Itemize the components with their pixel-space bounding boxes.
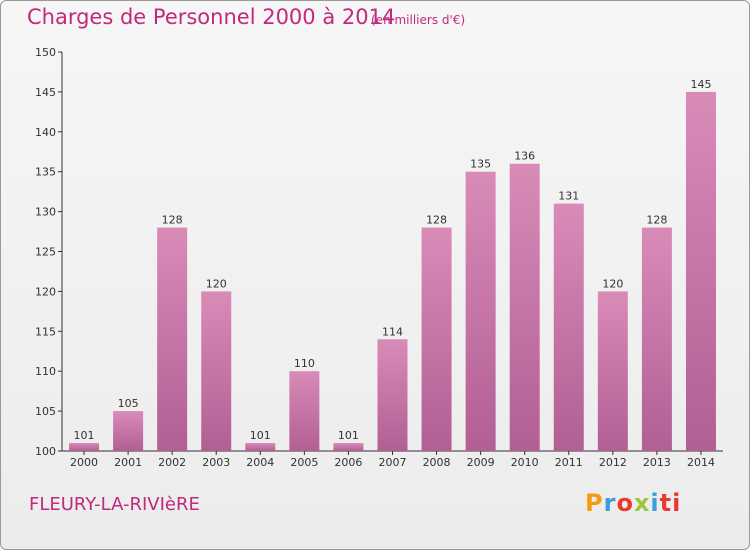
y-tick-label: 145 <box>35 86 56 99</box>
data-label: 101 <box>74 429 95 442</box>
logo-letter: i <box>650 489 660 517</box>
x-tick-label: 2003 <box>202 456 230 469</box>
data-label: 128 <box>162 214 183 227</box>
x-tick-label: 2006 <box>334 456 362 469</box>
y-tick-label: 140 <box>35 126 56 139</box>
bar <box>377 339 408 451</box>
logo-letter: r <box>603 489 617 517</box>
chart-subtitle: (en milliers d'€) <box>371 13 466 27</box>
bar <box>69 443 100 451</box>
data-label: 114 <box>382 325 403 338</box>
data-label: 131 <box>558 190 579 203</box>
data-label: 145 <box>690 78 711 91</box>
x-tick-label: 2013 <box>643 456 671 469</box>
x-tick-label: 2000 <box>70 456 98 469</box>
data-label: 105 <box>118 397 139 410</box>
x-tick-label: 2008 <box>423 456 451 469</box>
y-tick-label: 125 <box>35 246 56 259</box>
bar <box>201 291 232 451</box>
data-label: 128 <box>426 214 447 227</box>
y-tick-label: 100 <box>35 445 56 458</box>
x-tick-label: 2005 <box>290 456 318 469</box>
y-tick-label: 130 <box>35 206 56 219</box>
data-label: 110 <box>294 357 315 370</box>
bar <box>289 371 320 451</box>
x-tick-label: 2012 <box>599 456 627 469</box>
y-tick-label: 110 <box>35 365 56 378</box>
logo-letter: P <box>585 489 604 517</box>
y-tick-label: 150 <box>35 46 56 59</box>
bar <box>333 443 364 451</box>
x-tick-label: 2011 <box>555 456 583 469</box>
y-tick-label: 115 <box>35 325 56 338</box>
bar-chart: 100 105 110 115 120 125 130 135 140 145 150 2000 101… <box>35 46 723 469</box>
bar <box>157 227 188 451</box>
bar <box>509 163 540 451</box>
y-tick-label: 120 <box>35 285 56 298</box>
x-tick-label: 2009 <box>467 456 495 469</box>
x-tick-label: 2007 <box>379 456 407 469</box>
data-label: 101 <box>338 429 359 442</box>
x-tick-label: 2001 <box>114 456 142 469</box>
data-label: 101 <box>250 429 271 442</box>
bar <box>113 411 144 451</box>
town-name: FLEURY-LA-RIVIèRE <box>29 494 200 515</box>
bar <box>597 291 628 451</box>
x-tick-label: 2010 <box>511 456 539 469</box>
x-tick-label: 2002 <box>158 456 186 469</box>
y-tick-label: 135 <box>35 166 56 179</box>
x-tick-label: 2004 <box>246 456 274 469</box>
chart-title: Charges de Personnel 2000 à 2014 <box>27 5 396 29</box>
bar <box>641 227 672 451</box>
x-tick-label: 2014 <box>687 456 715 469</box>
data-label: 128 <box>646 214 667 227</box>
bar <box>685 91 716 452</box>
y-tick-label: 105 <box>35 405 56 418</box>
bar <box>245 443 276 451</box>
data-label: 135 <box>470 158 491 171</box>
logo-letter: x <box>633 489 651 517</box>
logo-letter: ti <box>659 489 682 517</box>
data-label: 120 <box>602 277 623 290</box>
bar <box>465 171 496 451</box>
bar <box>553 203 584 451</box>
data-label: 120 <box>206 277 227 290</box>
bar <box>421 227 452 451</box>
data-label: 136 <box>514 150 535 163</box>
logo-letter: o <box>616 489 634 517</box>
proxiti-logo: Proxiti <box>585 489 681 517</box>
